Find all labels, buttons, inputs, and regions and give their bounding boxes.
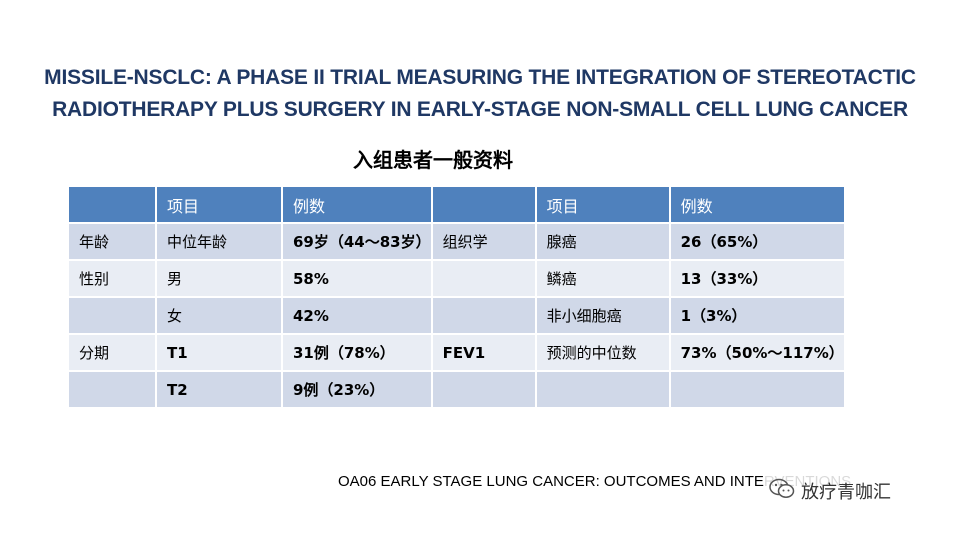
table-cell: 分期 (69, 335, 155, 370)
table-cell: 年龄 (69, 224, 155, 259)
header-cell: 例数 (283, 187, 431, 222)
patient-characteristics-table: 项目 例数 项目 例数 年龄 中位年龄 69岁（44～83岁） 组织学 腺癌 2… (67, 185, 846, 409)
table-cell: 腺癌 (536, 224, 669, 259)
table-cell: 男 (157, 261, 281, 296)
table-cell: FEV1 (432, 335, 535, 370)
watermark-text: 放疗青咖汇 (801, 482, 891, 503)
table-cell (432, 261, 535, 296)
table-header-row: 项目 例数 项目 例数 (69, 187, 844, 222)
table-row: 性别 男 58% 鳞癌 13（33%） (69, 261, 844, 296)
title-line-1: MISSILE-NSCLC: A PHASE II TRIAL MEASURIN… (44, 66, 916, 89)
table-cell: 中位年龄 (157, 224, 281, 259)
table-cell (536, 372, 669, 407)
table-cell: T2 (157, 372, 281, 407)
session-footer: OA06 EARLY STAGE LUNG CANCER: OUTCOMES A… (338, 473, 852, 490)
table-cell: 9例（23%） (283, 372, 431, 407)
table-cell: 69岁（44～83岁） (283, 224, 431, 259)
table-cell (69, 372, 155, 407)
wechat-logo-icon (769, 478, 795, 504)
table-row: 年龄 中位年龄 69岁（44～83岁） 组织学 腺癌 26（65%） (69, 224, 844, 259)
table-cell (432, 298, 535, 333)
table-cell: 73%（50%～117%） (670, 335, 844, 370)
table-row: 女 42% 非小细胞癌 1（3%） (69, 298, 844, 333)
table-cell: T1 (157, 335, 281, 370)
table-row: T2 9例（23%） (69, 372, 844, 407)
title-line-2: RADIOTHERAPY PLUS SURGERY IN EARLY-STAGE… (52, 98, 908, 121)
table-cell: 鳞癌 (536, 261, 669, 296)
table-cell (69, 298, 155, 333)
table-cell: 58% (283, 261, 431, 296)
table-cell: 42% (283, 298, 431, 333)
table-cell (670, 372, 844, 407)
header-cell (432, 187, 535, 222)
table-cell: 非小细胞癌 (536, 298, 669, 333)
table-cell: 1（3%） (670, 298, 844, 333)
table-cell: 26（65%） (670, 224, 844, 259)
table-cell: 性别 (69, 261, 155, 296)
header-cell: 项目 (157, 187, 281, 222)
table-cell: 组织学 (432, 224, 535, 259)
table-caption: 入组患者一般资料 (353, 148, 513, 172)
header-cell: 例数 (670, 187, 844, 222)
slide-title: MISSILE-NSCLC: A PHASE II TRIAL MEASURIN… (0, 62, 960, 126)
table-row: 分期 T1 31例（78%） FEV1 预测的中位数 73%（50%～117%） (69, 335, 844, 370)
table-cell: 预测的中位数 (536, 335, 669, 370)
table-cell: 女 (157, 298, 281, 333)
header-cell: 项目 (536, 187, 669, 222)
wechat-watermark: 放疗青咖汇 (765, 476, 895, 506)
table-cell: 31例（78%） (283, 335, 431, 370)
header-cell (69, 187, 155, 222)
table-cell: 13（33%） (670, 261, 844, 296)
table-cell (432, 372, 535, 407)
